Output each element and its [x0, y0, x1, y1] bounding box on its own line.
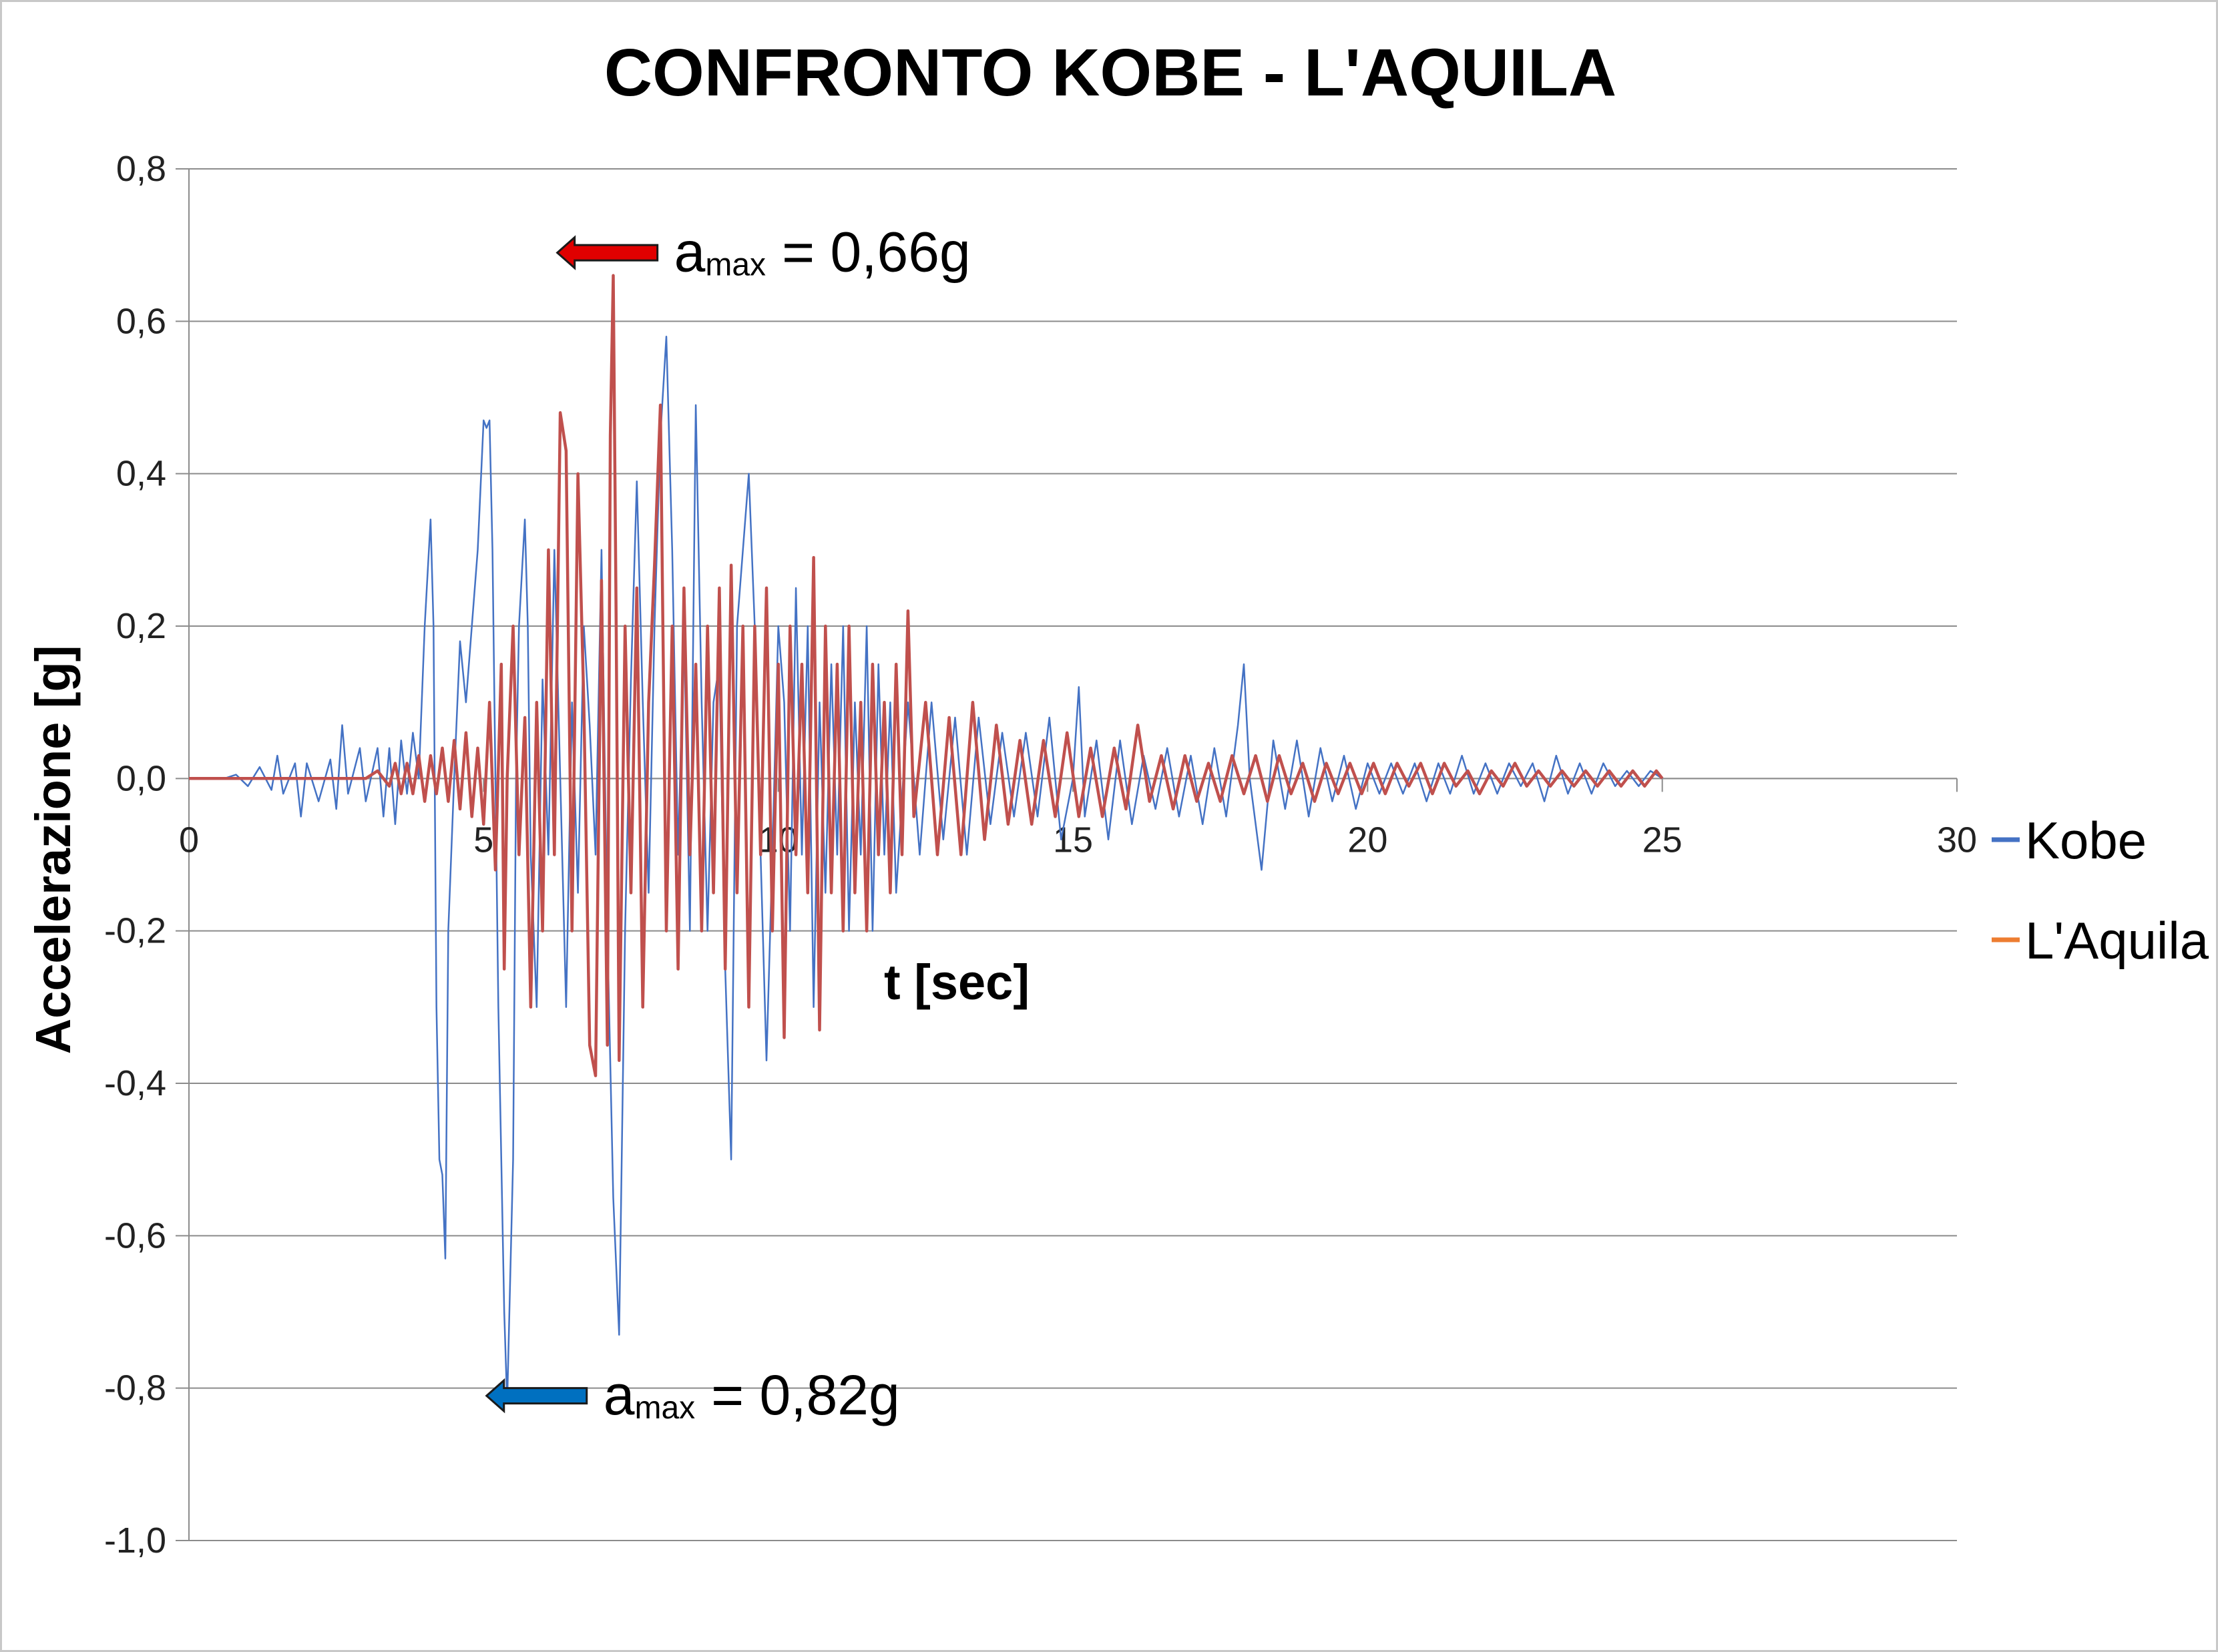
x-tick-label: 0	[179, 820, 199, 860]
y-tick-label: -0,2	[104, 911, 166, 951]
annotation-arrow	[556, 235, 659, 270]
y-tick-label: -0,8	[104, 1368, 166, 1408]
annotation-label: amax = 0,82g	[604, 1364, 900, 1426]
annotation-arrow	[485, 1378, 588, 1414]
legend: Kobe L'Aquila	[1992, 811, 2209, 970]
y-tick-labels: 0,8 0,6 0,4 0,2 0,0 -0,2 -0,4 -0,6 -0,8 -1,0	[104, 149, 166, 1561]
y-tick-label: 0,4	[116, 454, 166, 494]
y-tick-label: 0,0	[116, 758, 166, 798]
annotations: amax = 0,66g amax = 0,82g	[485, 221, 971, 1426]
y-tick-label: 0,8	[116, 149, 166, 189]
series-line-aquila	[189, 274, 1664, 1077]
y-tick-label: 0,2	[116, 606, 166, 646]
x-axis-title: t [sec]	[884, 954, 1030, 1010]
x-tick-label: 25	[1642, 820, 1683, 860]
legend-label: L'Aquila	[2025, 911, 2209, 970]
x-tick-label: 20	[1347, 820, 1387, 860]
x-tick-label: 15	[1053, 820, 1093, 860]
y-tick-label: 0,6	[116, 301, 166, 341]
x-tick-label: 30	[1937, 820, 1977, 860]
y-axis-title: Accelerazione [g]	[25, 645, 81, 1055]
chart-title: CONFRONTO KOBE - L'AQUILA	[604, 35, 1616, 110]
legend-label: Kobe	[2025, 811, 2147, 870]
y-tick-label: -0,6	[104, 1215, 166, 1256]
series-lines	[189, 274, 1664, 1404]
x-tick-labels: 0 5 10 15 20 25 30	[179, 820, 1977, 860]
series-line-kobe	[189, 335, 1663, 1404]
y-tick-label: -1,0	[104, 1521, 166, 1561]
y-tick-label: -0,4	[104, 1063, 166, 1103]
annotation-label: amax = 0,66g	[674, 221, 971, 284]
x-tick-label: 5	[473, 820, 493, 860]
